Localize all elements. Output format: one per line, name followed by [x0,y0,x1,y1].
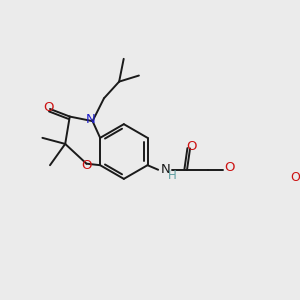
Text: O: O [290,171,300,184]
Text: O: O [81,159,92,172]
Text: N: N [161,163,171,176]
Text: O: O [224,161,235,174]
Text: O: O [43,101,54,114]
Text: H: H [167,169,176,182]
Text: O: O [186,140,197,153]
Text: N: N [86,113,96,126]
